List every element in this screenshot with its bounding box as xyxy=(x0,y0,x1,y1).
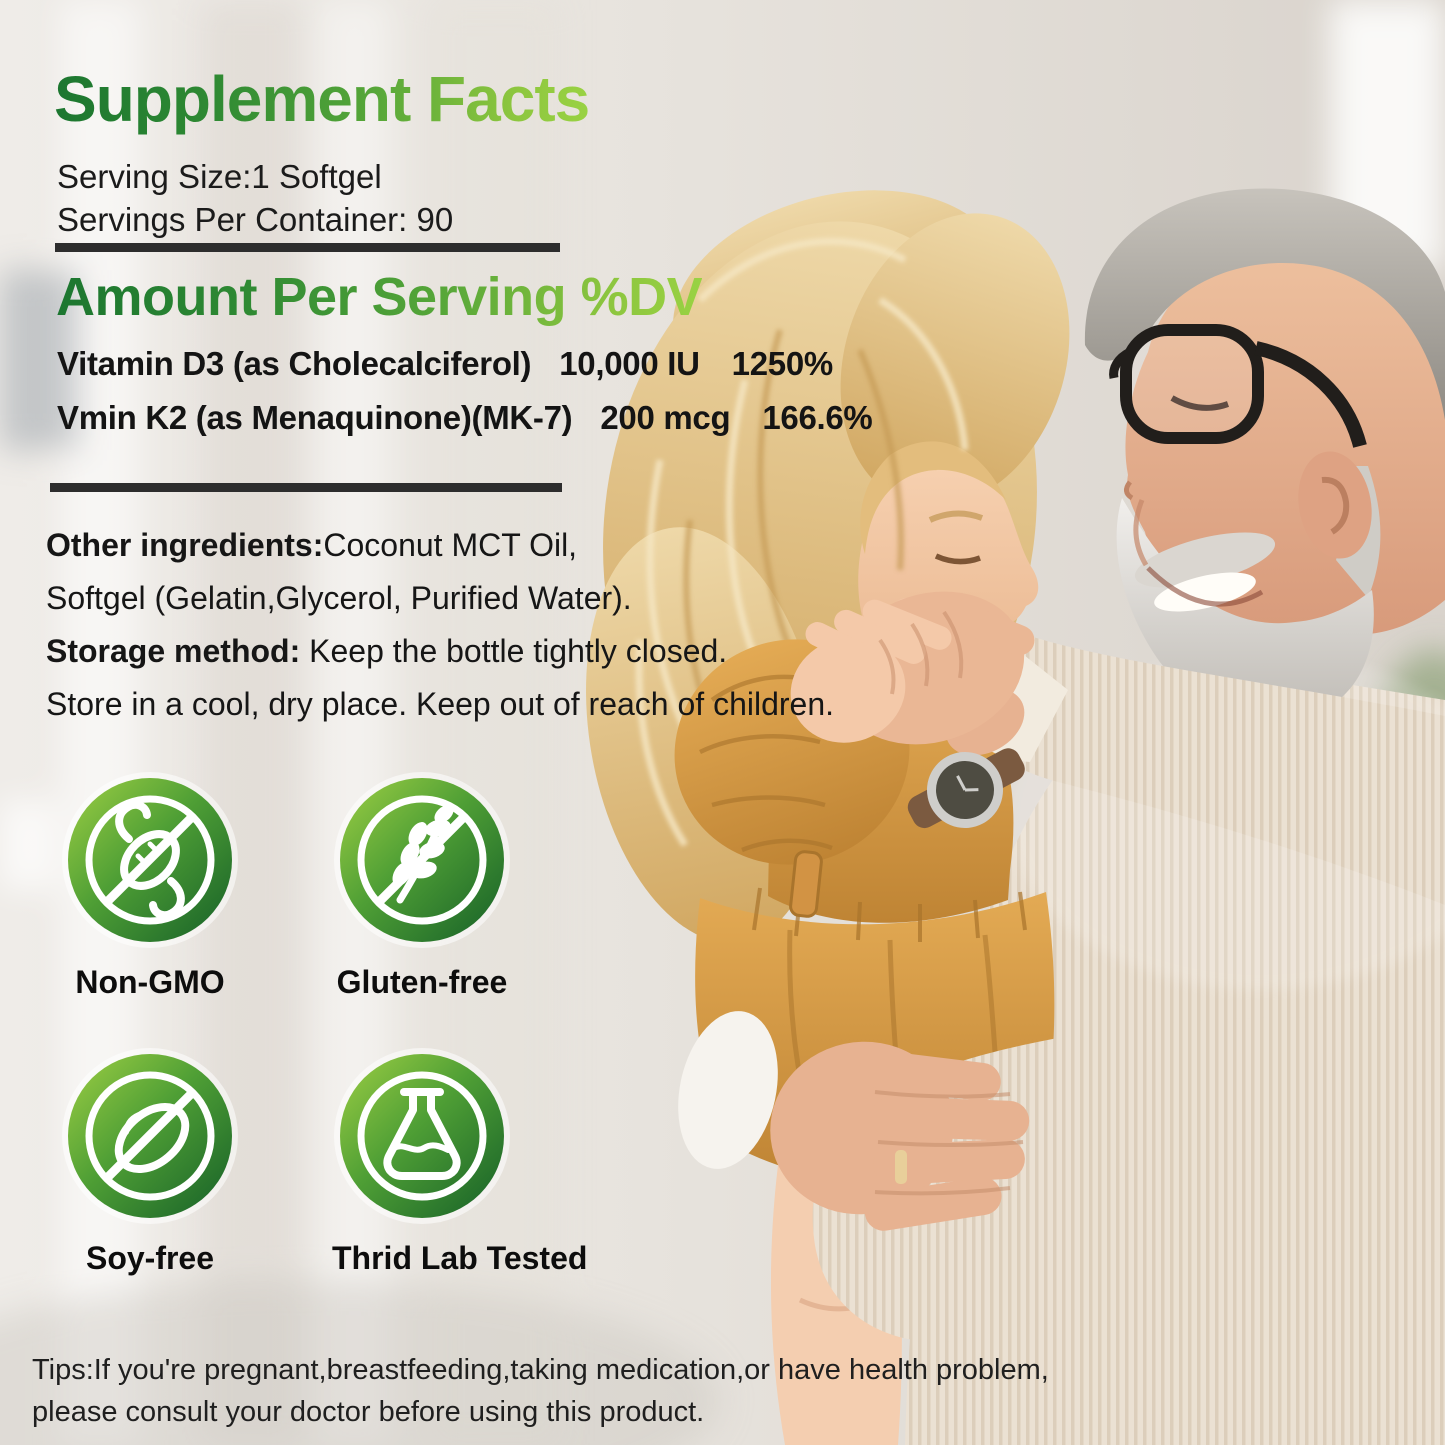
divider xyxy=(50,483,562,492)
badge-label: Gluten-free xyxy=(336,964,508,1000)
nutrient-amount: 10,000 IU xyxy=(559,345,700,382)
wrist-watch xyxy=(907,748,1025,829)
badge-non-gmo: Non-GMO xyxy=(60,770,240,1001)
nutrient-name: Vitamin D3 (as Cholecalciferol) xyxy=(57,345,532,382)
badge-soy-free: Soy-free xyxy=(60,1046,240,1277)
badge-lab-tested: Thrid Lab Tested xyxy=(332,1046,587,1277)
soy-free-bean-icon xyxy=(62,1048,238,1224)
gluten-free-wheat-icon xyxy=(334,772,510,948)
nutrient-amount: 200 mcg xyxy=(600,399,731,436)
man-arms xyxy=(770,591,1445,1343)
divider xyxy=(55,243,560,252)
nutrient-name: Vmin K2 (as Menaquinone)(MK-7) xyxy=(57,399,573,436)
servings-per-container-text: Servings Per Container: 90 xyxy=(57,201,454,238)
badge-label: Non-GMO xyxy=(75,964,225,1000)
other-ingredients-value: Coconut MCT Oil, xyxy=(323,527,578,563)
tips-line1: Tips:If you're pregnant,breastfeeding,ta… xyxy=(32,1354,1049,1386)
amount-per-serving-header: Amount Per Serving %DV xyxy=(56,267,703,327)
no-gmo-dna-icon xyxy=(62,772,238,948)
glasses xyxy=(1109,324,1367,448)
storage-method-value: Keep the bottle tightly closed. xyxy=(300,633,728,669)
serving-size-text: Serving Size:1 Softgel xyxy=(57,158,382,195)
page-title: Supplement Facts xyxy=(54,63,590,135)
nutrient-row-vitamin-d3: Vitamin D3 (as Cholecalciferol) 10,000 I… xyxy=(57,345,833,383)
badge-gluten-free: Gluten-free xyxy=(332,770,512,1001)
other-ingredients-label: Other ingredients: xyxy=(46,527,324,563)
tips-line2: please consult your doctor before using … xyxy=(32,1396,705,1428)
badge-label: Thrid Lab Tested xyxy=(332,1240,588,1276)
badge-label: Soy-free xyxy=(85,1240,215,1276)
other-ingredients-line2: Softgel (Gelatin,Glycerol, Purified Wate… xyxy=(46,580,632,616)
storage-method-line1: Storage method: Keep the bottle tightly … xyxy=(46,633,727,670)
nutrient-dv: 166.6% xyxy=(762,399,873,436)
nutrient-row-vitamin-k2: Vmin K2 (as Menaquinone)(MK-7) 200 mcg 1… xyxy=(57,399,873,437)
storage-method-line2: Store in a cool, dry place. Keep out of … xyxy=(46,686,835,722)
other-ingredients-line1: Other ingredients:Coconut MCT Oil, xyxy=(46,527,577,564)
nutrient-dv: 1250% xyxy=(731,345,834,382)
lab-tested-flask-icon xyxy=(334,1048,510,1224)
storage-method-label: Storage method: xyxy=(46,633,301,669)
clasped-hands xyxy=(790,591,1035,745)
